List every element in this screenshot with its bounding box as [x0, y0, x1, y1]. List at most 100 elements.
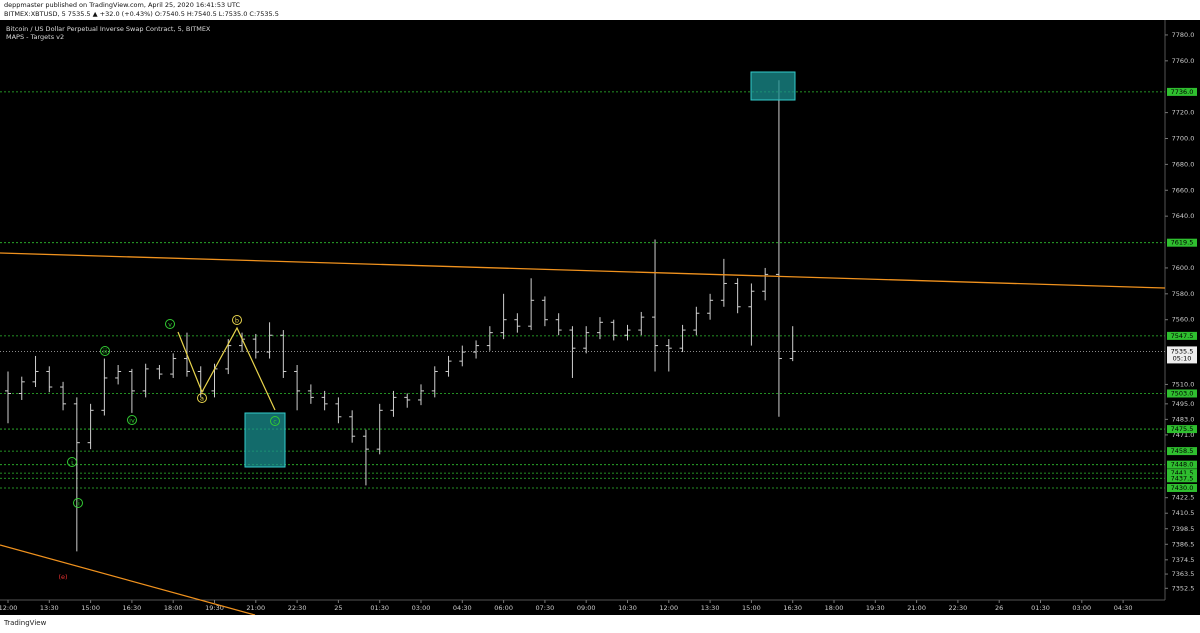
wave-marker — [73, 498, 83, 508]
wave-label: (e) — [58, 573, 67, 581]
level-label: 7736.0 — [1171, 88, 1194, 96]
wave-label: c — [273, 418, 277, 426]
trendline — [0, 252, 1166, 289]
x-tick-label: 06:00 — [494, 604, 513, 612]
footer: TradingView — [0, 615, 1200, 633]
level-label: 7448.0 — [1171, 461, 1194, 469]
level-label-box — [1167, 447, 1197, 456]
x-tick-label: 10:30 — [618, 604, 637, 612]
level-label: 7547.5 — [1171, 332, 1194, 340]
x-tick-label: 07:30 — [536, 604, 555, 612]
x-tick-label: 22:30 — [949, 604, 968, 612]
level-label-box — [1167, 238, 1197, 247]
y-tick-label: 7352.5 — [1172, 584, 1195, 592]
level-label: 7437.5 — [1171, 474, 1194, 482]
wave-marker — [165, 319, 175, 329]
x-tick-label: 03:00 — [412, 604, 431, 612]
wave-marker — [232, 315, 242, 325]
y-tick-label: 7700.0 — [1172, 134, 1195, 142]
level-label-box — [1167, 469, 1197, 478]
level-label-box — [1167, 460, 1197, 469]
y-tick-label: 7680.0 — [1172, 160, 1195, 168]
x-tick-label: 04:30 — [1114, 604, 1133, 612]
x-tick-label: 26 — [995, 604, 1003, 612]
level-label-box — [1167, 87, 1197, 96]
wave-marker — [100, 346, 110, 356]
chart: Bitcoin / US Dollar Perpetual Inverse Sw… — [0, 20, 1200, 615]
x-tick-label: 09:00 — [577, 604, 596, 612]
level-label-box — [1167, 483, 1197, 492]
target-box — [750, 71, 796, 101]
x-tick-label: 04:30 — [453, 604, 472, 612]
x-tick-label: 19:30 — [866, 604, 885, 612]
level-label: 7430.0 — [1171, 484, 1194, 492]
y-tick-label: 7720.0 — [1172, 109, 1195, 117]
level-label: 7503.0 — [1171, 389, 1194, 397]
trendline — [0, 544, 256, 615]
y-tick-label: 7560.0 — [1172, 316, 1195, 324]
level-label-box — [1167, 425, 1197, 434]
symbol-line: BITMEX:XBTUSD, 5 7535.5 ▲ +32.0 (+0.43%)… — [4, 10, 279, 18]
level-label: 7458.5 — [1171, 447, 1194, 455]
y-tick-label: 7471.0 — [1172, 431, 1195, 439]
y-tick-label: 7410.5 — [1172, 509, 1195, 517]
level-label-box — [1167, 474, 1197, 483]
wave-abc — [177, 326, 276, 411]
x-tick-label: 15:00 — [81, 604, 100, 612]
legend-symbol: Bitcoin / US Dollar Perpetual Inverse Sw… — [6, 25, 211, 33]
level-label: 7619.5 — [1171, 239, 1194, 247]
x-tick-label: 01:30 — [370, 604, 389, 612]
y-tick-label: 7580.0 — [1172, 290, 1195, 298]
wave-label: ii — [76, 500, 80, 508]
wave-marker — [67, 457, 77, 467]
y-tick-label: 7398.5 — [1172, 525, 1195, 533]
x-tick-label: 15:00 — [742, 604, 761, 612]
wave-label: i — [71, 459, 73, 467]
last-price-label: 7535.5 — [1171, 347, 1194, 355]
x-tick-label: 13:30 — [40, 604, 59, 612]
y-tick-label: 7510.0 — [1172, 380, 1195, 388]
wave-label: a — [200, 395, 204, 403]
x-tick-label: 21:00 — [907, 604, 926, 612]
y-tick-label: 7780.0 — [1172, 31, 1195, 39]
level-label: 7441.5 — [1171, 469, 1194, 477]
x-tick-label: 18:00 — [164, 604, 183, 612]
wave-label: iii — [102, 348, 108, 356]
x-tick-label: 12:00 — [659, 604, 678, 612]
x-tick-label: 25 — [334, 604, 342, 612]
y-tick-label: 7483.0 — [1172, 415, 1195, 423]
x-tick-label: 18:00 — [825, 604, 844, 612]
wave-label: v — [168, 321, 172, 329]
y-tick-label: 7386.5 — [1172, 540, 1195, 548]
x-tick-label: 16:30 — [783, 604, 802, 612]
header: deppmaster published on TradingView.com,… — [0, 0, 1200, 20]
x-tick-label: 13:30 — [701, 604, 720, 612]
level-label-box — [1167, 331, 1197, 340]
x-tick-label: 22:30 — [288, 604, 307, 612]
wave-label: iv — [129, 417, 135, 425]
x-tick-label: 21:00 — [246, 604, 265, 612]
wave-label: b — [235, 317, 239, 325]
y-tick-label: 7374.5 — [1172, 556, 1195, 564]
x-tick-label: 16:30 — [123, 604, 142, 612]
x-tick-label: 01:30 — [1031, 604, 1050, 612]
brand: TradingView — [4, 619, 47, 627]
y-tick-label: 7640.0 — [1172, 212, 1195, 220]
x-tick-label: 19:30 — [205, 604, 224, 612]
y-tick-label: 7495.0 — [1172, 400, 1195, 408]
y-tick-label: 7600.0 — [1172, 264, 1195, 272]
last-price-box — [1167, 346, 1197, 364]
wave-marker — [197, 393, 207, 403]
legend-indicator: MAPS - Targets v2 — [6, 33, 64, 41]
publish-line: deppmaster published on TradingView.com,… — [4, 1, 241, 9]
y-tick-label: 7760.0 — [1172, 57, 1195, 65]
x-tick-label: 03:00 — [1072, 604, 1091, 612]
x-tick-label: 12:00 — [0, 604, 17, 612]
y-tick-label: 7422.5 — [1172, 494, 1195, 502]
level-label-box — [1167, 389, 1197, 398]
wave-marker — [270, 416, 280, 426]
y-tick-label: 7660.0 — [1172, 186, 1195, 194]
countdown: 05:10 — [1173, 354, 1192, 362]
y-tick-label: 7363.5 — [1172, 570, 1195, 578]
